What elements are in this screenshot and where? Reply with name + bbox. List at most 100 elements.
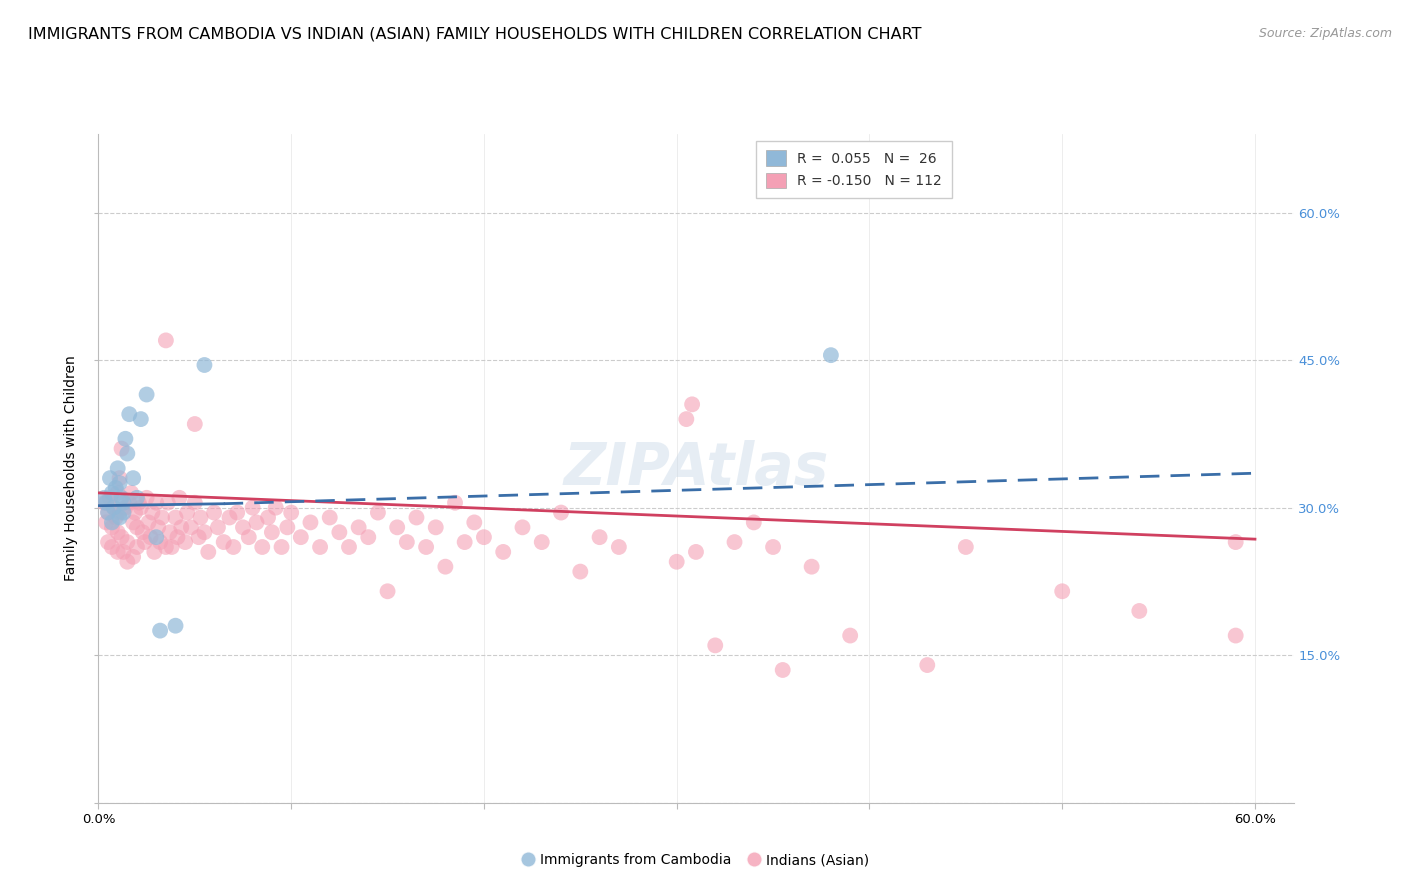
Text: IMMIGRANTS FROM CAMBODIA VS INDIAN (ASIAN) FAMILY HOUSEHOLDS WITH CHILDREN CORRE: IMMIGRANTS FROM CAMBODIA VS INDIAN (ASIA… — [28, 27, 921, 42]
Point — [405, 510, 427, 524]
Point — [101, 520, 124, 534]
Point — [328, 525, 350, 540]
Point — [98, 471, 121, 485]
Point — [93, 496, 115, 510]
Point — [135, 387, 157, 401]
Point — [212, 535, 235, 549]
Point — [955, 540, 977, 554]
Legend: Immigrants from Cambodia, Indians (Asian): Immigrants from Cambodia, Indians (Asian… — [517, 847, 875, 872]
Point — [839, 628, 862, 642]
Point — [124, 506, 146, 520]
Point — [252, 540, 274, 554]
Point — [299, 516, 322, 530]
Point — [550, 506, 572, 520]
Point — [97, 506, 120, 520]
Point — [93, 491, 115, 505]
Point — [101, 486, 124, 500]
Point — [276, 520, 298, 534]
Point — [150, 510, 173, 524]
Point — [675, 412, 697, 426]
Point — [107, 525, 129, 540]
Point — [820, 348, 842, 362]
Point — [245, 516, 267, 530]
Point — [232, 520, 254, 534]
Point — [145, 496, 167, 510]
Point — [108, 471, 131, 485]
Point — [122, 516, 145, 530]
Point — [242, 500, 264, 515]
Point — [588, 530, 610, 544]
Point — [190, 510, 212, 524]
Point — [207, 520, 229, 534]
Point — [309, 540, 332, 554]
Point — [290, 530, 312, 544]
Point — [1128, 604, 1150, 618]
Point — [357, 530, 380, 544]
Point — [125, 491, 148, 505]
Point — [134, 535, 156, 549]
Text: ZIPAtlas: ZIPAtlas — [564, 440, 828, 497]
Point — [174, 535, 197, 549]
Point — [120, 486, 142, 500]
Point — [319, 510, 342, 524]
Point — [337, 540, 360, 554]
Point — [202, 506, 225, 520]
Point — [453, 535, 475, 549]
Point — [125, 520, 148, 534]
Point — [681, 397, 703, 411]
Point — [260, 525, 283, 540]
Point — [107, 486, 129, 500]
Point — [110, 530, 132, 544]
Point — [155, 540, 177, 554]
Point — [425, 520, 447, 534]
Point — [108, 506, 131, 520]
Point — [1225, 535, 1247, 549]
Point — [569, 565, 592, 579]
Point — [1050, 584, 1073, 599]
Point — [762, 540, 785, 554]
Point — [166, 530, 188, 544]
Point — [444, 496, 467, 510]
Point — [122, 471, 145, 485]
Point — [145, 530, 167, 544]
Point — [264, 500, 287, 515]
Point — [1225, 628, 1247, 642]
Y-axis label: Family Households with Children: Family Households with Children — [65, 355, 79, 582]
Point — [530, 535, 553, 549]
Point — [110, 442, 132, 456]
Point — [685, 545, 707, 559]
Point — [141, 506, 163, 520]
Point — [160, 540, 183, 554]
Point — [665, 555, 688, 569]
Point — [132, 525, 155, 540]
Point — [197, 545, 219, 559]
Point — [108, 510, 131, 524]
Point — [122, 549, 145, 564]
Point — [112, 545, 135, 559]
Point — [101, 540, 124, 554]
Point — [226, 506, 249, 520]
Point — [367, 506, 389, 520]
Point — [704, 639, 727, 653]
Point — [463, 516, 485, 530]
Point — [108, 476, 131, 491]
Point — [742, 516, 765, 530]
Point — [159, 525, 181, 540]
Point — [607, 540, 630, 554]
Point — [94, 496, 117, 510]
Point — [112, 506, 135, 520]
Point — [107, 461, 129, 475]
Point — [218, 510, 240, 524]
Point — [193, 525, 215, 540]
Text: Source: ZipAtlas.com: Source: ZipAtlas.com — [1258, 27, 1392, 40]
Point — [117, 446, 139, 460]
Point — [155, 334, 177, 348]
Point — [129, 500, 152, 515]
Point — [472, 530, 495, 544]
Point — [148, 520, 170, 534]
Point — [112, 496, 135, 510]
Point — [492, 545, 515, 559]
Point — [101, 516, 124, 530]
Point — [800, 559, 823, 574]
Point — [222, 540, 245, 554]
